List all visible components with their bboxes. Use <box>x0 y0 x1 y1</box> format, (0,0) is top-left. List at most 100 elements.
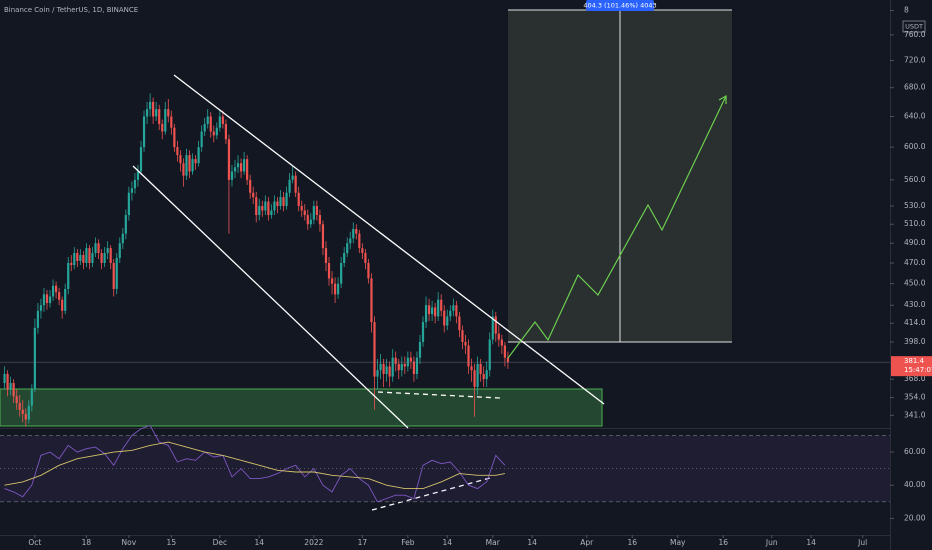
candle-body <box>152 101 155 117</box>
candle-body <box>173 127 176 148</box>
y-tick-label: 470.0 <box>904 258 926 267</box>
rsi-divergence <box>371 477 491 511</box>
candle-body <box>306 215 309 225</box>
candle-body <box>224 123 228 140</box>
candle-body <box>412 361 416 375</box>
candle-body <box>312 205 315 220</box>
candle-body <box>273 201 276 211</box>
candle-body <box>39 305 43 311</box>
candle-body <box>270 210 273 216</box>
candle-body <box>388 366 391 377</box>
candle-body <box>373 322 376 377</box>
x-tick-label: Feb <box>401 538 415 547</box>
candle-body <box>506 357 510 363</box>
candle-body <box>500 339 503 346</box>
candle-body <box>337 283 340 295</box>
x-tick-label: Jun <box>765 538 778 547</box>
candle-body <box>418 341 422 358</box>
candle-body <box>91 253 94 264</box>
x-tick-label: May <box>670 538 686 547</box>
candle-body <box>400 363 403 371</box>
candle-body <box>15 396 18 403</box>
candle-body <box>170 116 173 128</box>
candle-body <box>179 155 182 164</box>
candle-body <box>27 405 30 420</box>
last-price-box <box>891 356 932 377</box>
y-tick-label: 8 <box>904 6 909 15</box>
x-tick-label: Oct <box>28 538 41 547</box>
projection-label: 404.3 (101.46%) 4043 <box>583 2 656 10</box>
candle-body <box>258 205 261 216</box>
candle-body <box>318 215 322 225</box>
candle-body <box>215 127 218 136</box>
candle-body <box>394 357 397 364</box>
candle-body <box>197 147 200 164</box>
candle-body <box>118 243 121 258</box>
x-tick-label: Mar <box>486 538 501 547</box>
candle-body <box>142 116 146 148</box>
candle-body <box>227 139 231 180</box>
candle-body <box>182 163 185 176</box>
candle-body <box>276 201 279 206</box>
candle-body <box>51 285 55 297</box>
candle-body <box>3 374 6 384</box>
candle-body <box>200 131 203 148</box>
candle-body <box>88 248 91 264</box>
candle-body <box>267 201 270 216</box>
candle-body <box>364 253 367 264</box>
candle-body <box>139 147 143 172</box>
y-tick-label: 490.0 <box>904 238 926 247</box>
candle-body <box>343 253 346 264</box>
candle-body <box>279 197 282 206</box>
candle-body <box>106 248 109 254</box>
candle-body <box>21 409 24 414</box>
candle-body <box>379 363 382 371</box>
rsi-tick-label: 60.00 <box>904 447 926 456</box>
candle-body <box>352 228 355 239</box>
candle-body <box>403 363 406 367</box>
projection-arrow <box>718 94 727 104</box>
candle-body <box>446 316 449 326</box>
candle-body <box>494 316 497 334</box>
candle-body <box>176 147 179 156</box>
candle-body <box>470 366 473 371</box>
candle-body <box>243 159 246 172</box>
countdown-label: 15:47:07 <box>904 366 932 374</box>
candle-body <box>45 294 49 304</box>
candle-body <box>440 299 443 311</box>
candle-body <box>18 402 21 410</box>
candle-body <box>155 109 158 117</box>
candle-body <box>206 116 209 124</box>
candle-body <box>136 171 140 180</box>
candle-body <box>33 327 36 390</box>
candle-body <box>497 333 500 340</box>
rsi-tick-label: 40.00 <box>904 480 926 489</box>
candle-body <box>36 310 40 328</box>
candle-body <box>218 116 221 128</box>
candle-body <box>488 339 491 371</box>
x-tick-label: 14 <box>443 538 453 547</box>
y-tick-label: 368.0 <box>904 374 926 383</box>
candle-body <box>288 179 291 193</box>
candle-body <box>130 188 134 193</box>
candle-body <box>291 175 294 180</box>
candle-body <box>58 292 61 300</box>
candle-body <box>397 363 400 371</box>
candle-body <box>485 370 488 380</box>
candle-body <box>112 263 115 289</box>
rsi-line <box>4 441 505 490</box>
rsi-line <box>4 424 506 503</box>
candle-body <box>12 383 15 397</box>
candle-body <box>261 205 264 211</box>
candle-body <box>94 243 97 254</box>
candle-body <box>194 159 197 164</box>
x-tick-label: 14 <box>527 538 537 547</box>
x-tick-label: 16 <box>718 538 728 547</box>
candle-body <box>370 278 373 323</box>
candle-body <box>449 310 452 317</box>
candle-body <box>467 345 470 367</box>
candle-body <box>415 357 419 375</box>
